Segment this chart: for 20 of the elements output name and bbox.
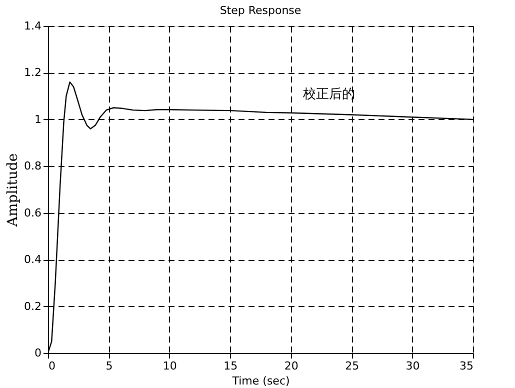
y-tick-label: 0.4 [24,253,42,266]
annotation: 校正后的 [302,86,355,101]
y-tick-label: 0.2 [24,300,42,313]
y-tick-label: 0 [34,346,42,360]
y-tick-label: 1.2 [24,66,42,80]
x-tick-label: 5 [106,360,113,372]
x-tick-label: 10 [162,360,177,372]
x-tick-label: 15 [224,360,238,372]
y-tick-label: 0.8 [24,160,42,173]
x-tick-label: 35 [460,360,474,372]
y-tick-label: 1 [34,112,42,126]
x-tick-label: 20 [284,360,298,372]
y-tick-label: 0.6 [24,206,42,220]
chart-title: Step Response [220,4,302,17]
x-tick-label: 25 [345,360,360,372]
x-tick-label: 30 [406,360,420,372]
x-axis-title: Time (sec) [231,374,290,388]
y-axis-title: Amplitude [5,153,22,228]
y-tick-label: 1.4 [24,20,42,32]
x-tick-label: 0 [48,360,56,372]
